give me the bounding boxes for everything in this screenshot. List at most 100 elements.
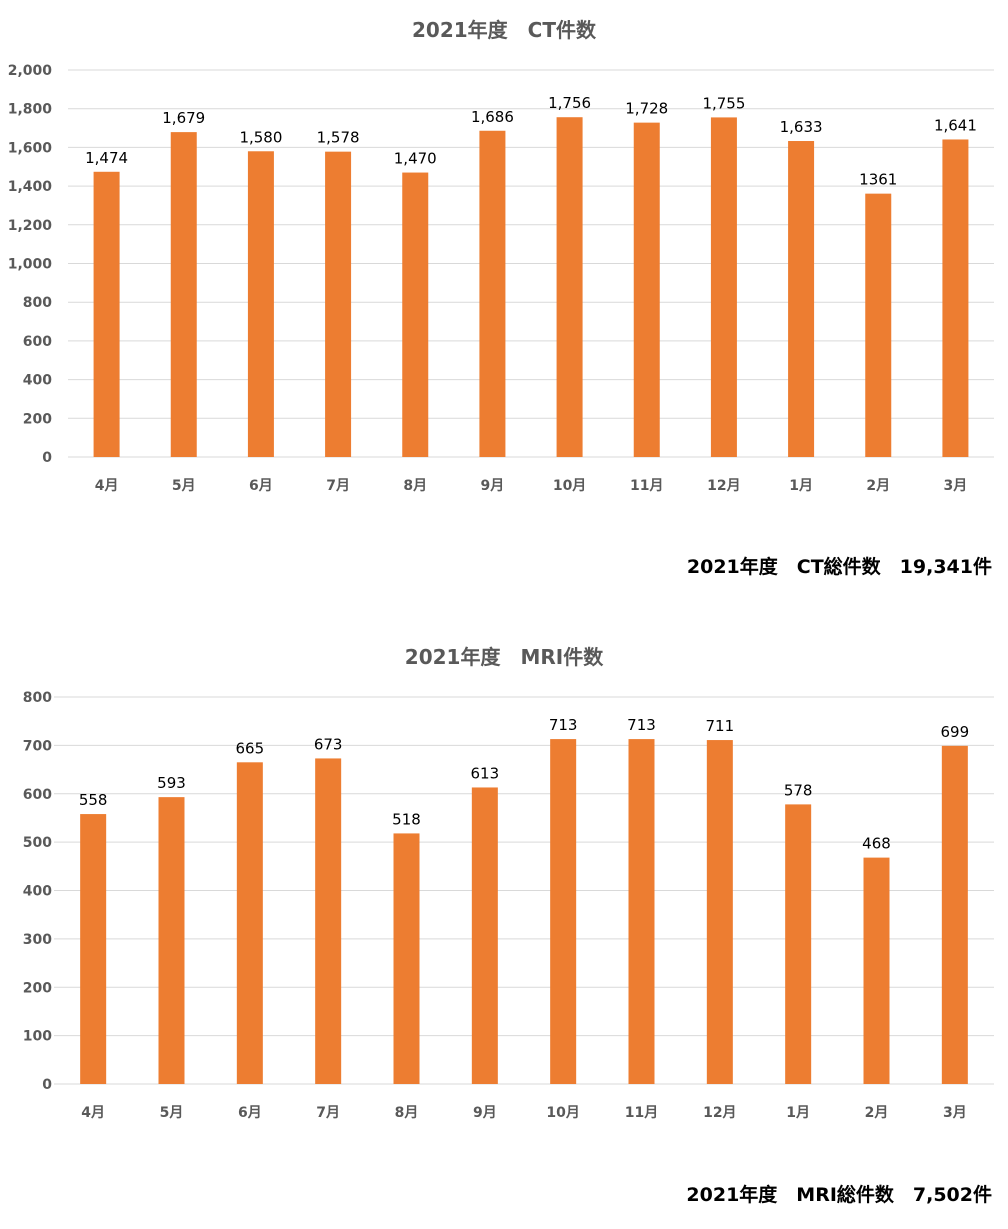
mri-y-tick-label: 400 xyxy=(23,884,52,900)
mri-data-label: 713 xyxy=(627,716,656,734)
mri-category-label: 10月 xyxy=(546,1105,579,1121)
mri-data-label: 673 xyxy=(314,735,343,753)
mri-y-tick-label: 100 xyxy=(23,1029,52,1045)
ct-bar xyxy=(710,117,737,457)
mri-category-label: 7月 xyxy=(316,1105,340,1121)
mri-category-label: 11月 xyxy=(625,1105,658,1121)
mri-category-label: 12月 xyxy=(703,1105,736,1121)
mri-y-tick-label: 800 xyxy=(23,690,52,706)
ct-y-tick-label: 800 xyxy=(23,295,52,311)
ct-data-label: 1,679 xyxy=(162,109,205,127)
mri-category-label: 4月 xyxy=(81,1105,105,1121)
ct-y-tick-label: 1,200 xyxy=(8,218,53,234)
ct-data-label: 1,641 xyxy=(934,116,977,134)
mri-data-label: 665 xyxy=(236,739,265,757)
mri-data-label: 699 xyxy=(941,723,970,741)
mri-y-tick-label: 0 xyxy=(42,1077,52,1093)
ct-y-tick-label: 1,400 xyxy=(8,179,53,195)
ct-y-tick-label: 1,800 xyxy=(8,102,53,118)
ct-data-label: 1361 xyxy=(859,171,897,189)
ct-category-label: 2月 xyxy=(866,478,890,494)
mri-category-label: 3月 xyxy=(943,1105,967,1121)
mri-data-label: 468 xyxy=(862,835,891,853)
mri-bar xyxy=(941,745,968,1084)
ct-title: 2021年度 CT件数 xyxy=(412,18,597,42)
ct-y-tick-label: 200 xyxy=(23,411,52,427)
mri-bar xyxy=(236,762,263,1084)
ct-y-tick-label: 1,600 xyxy=(8,140,53,156)
ct-y-tick-label: 0 xyxy=(42,450,52,466)
mri-category-label: 8月 xyxy=(395,1105,419,1121)
mri-data-label: 593 xyxy=(157,774,186,792)
ct-y-tick-label: 400 xyxy=(23,373,52,389)
mri-category-label: 9月 xyxy=(473,1105,497,1121)
ct-bar xyxy=(402,172,429,457)
mri-bar xyxy=(80,814,107,1084)
ct-data-label: 1,633 xyxy=(780,118,823,136)
ct-bar xyxy=(633,122,660,457)
mri-category-label: 6月 xyxy=(238,1105,262,1121)
ct-bar xyxy=(942,139,969,458)
mri-category-label: 5月 xyxy=(160,1105,184,1121)
mri-bar xyxy=(393,833,420,1084)
mri-bar xyxy=(158,797,185,1084)
mri-data-label: 713 xyxy=(549,716,578,734)
ct-data-label: 1,578 xyxy=(317,129,360,147)
ct-category-label: 5月 xyxy=(172,478,196,494)
mri-y-tick-label: 200 xyxy=(23,980,52,996)
mri-bar xyxy=(863,857,890,1084)
ct-y-tick-label: 2,000 xyxy=(8,63,53,79)
ct-bar xyxy=(556,117,583,458)
ct-data-label: 1,474 xyxy=(85,149,128,167)
mri-data-label: 613 xyxy=(471,764,500,782)
mri-data-label: 578 xyxy=(784,781,813,799)
mri-bar xyxy=(471,787,498,1084)
mri-y-tick-label: 300 xyxy=(23,932,52,948)
mri-bar xyxy=(550,739,577,1084)
mri-data-label: 518 xyxy=(392,810,421,828)
ct-data-label: 1,580 xyxy=(239,128,282,146)
mri-bar xyxy=(315,758,342,1084)
ct-category-label: 12月 xyxy=(707,478,740,494)
mri-y-tick-label: 700 xyxy=(23,738,52,754)
mri-bar xyxy=(628,739,655,1084)
ct-y-tick-label: 600 xyxy=(23,334,52,350)
ct-bar xyxy=(788,141,815,457)
mri-y-tick-label: 500 xyxy=(23,835,52,851)
mri-title: 2021年度 MRI件数 xyxy=(405,645,604,669)
ct-data-label: 1,728 xyxy=(625,100,668,118)
ct-chart: 2021年度 CT件数 0 200 400 600 800 1,000 1,200 1,400 1… xyxy=(0,0,1008,520)
mri-total-count: 2021年度 MRI総件数 7,502件 xyxy=(686,1184,992,1206)
ct-bar xyxy=(325,151,352,458)
mri-category-label: 2月 xyxy=(865,1105,889,1121)
mri-bar xyxy=(785,804,812,1084)
mri-data-label: 711 xyxy=(706,717,735,735)
ct-bar xyxy=(479,130,506,457)
ct-category-label: 1月 xyxy=(789,478,813,494)
ct-total-count: 2021年度 CT総件数 19,341件 xyxy=(686,556,992,578)
mri-data-label: 558 xyxy=(79,791,108,809)
ct-bar xyxy=(865,193,892,458)
ct-data-label: 1,470 xyxy=(394,150,437,168)
mri-category-label: 1月 xyxy=(786,1105,810,1121)
ct-category-label: 9月 xyxy=(481,478,505,494)
ct-category-label: 7月 xyxy=(326,478,350,494)
mri-y-tick-label: 600 xyxy=(23,787,52,803)
ct-y-tick-label: 1,000 xyxy=(8,257,53,273)
ct-bar xyxy=(247,151,274,457)
ct-data-label: 1,755 xyxy=(702,94,745,112)
ct-category-label: 3月 xyxy=(944,478,968,494)
ct-category-label: 11月 xyxy=(630,478,663,494)
ct-category-label: 6月 xyxy=(249,478,273,494)
ct-bar xyxy=(170,132,197,457)
ct-category-label: 4月 xyxy=(95,478,119,494)
ct-chart-svg: 2021年度 CT件数 0 200 400 600 800 1,000 1,200 1,400 1… xyxy=(8,18,994,494)
ct-category-label: 8月 xyxy=(403,478,427,494)
ct-data-label: 1,756 xyxy=(548,94,591,112)
mri-bar xyxy=(706,740,733,1084)
ct-bar xyxy=(93,171,120,457)
mri-chart-svg: 2021年度 MRI件数 0 100 200 300 400 500 600 700 800 558… xyxy=(23,645,994,1121)
mri-chart: 2021年度 MRI件数 0 100 200 300 400 500 600 700 800 558… xyxy=(0,630,1008,1130)
ct-category-label: 10月 xyxy=(553,478,586,494)
ct-data-label: 1,686 xyxy=(471,108,514,126)
